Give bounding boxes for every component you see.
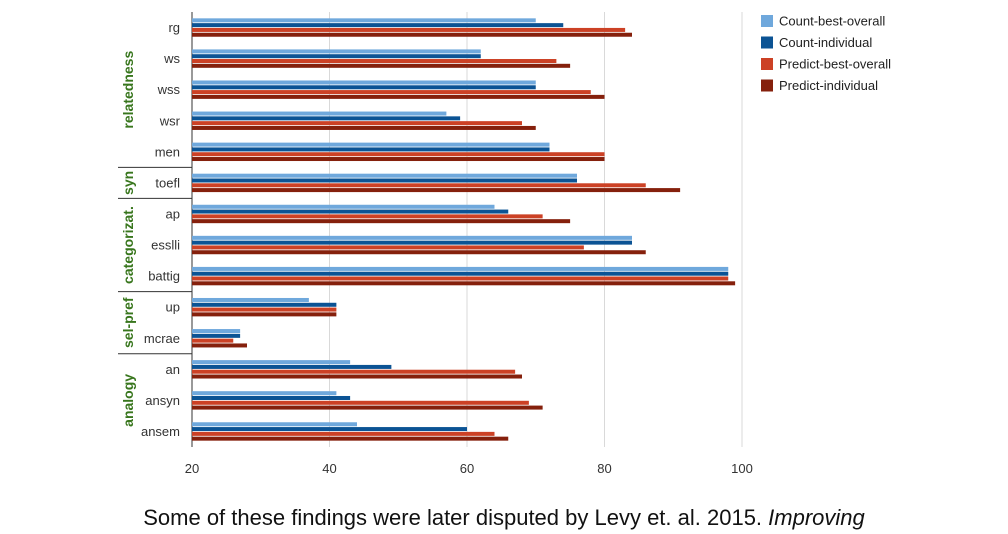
bar-rg-predict-best-overall [192, 27, 626, 32]
slide-caption: Some of these findings were later disput… [0, 505, 1008, 531]
bar-ap-count-individual [192, 209, 509, 214]
bar-rg-count-individual [192, 23, 564, 28]
bar-mcrae-predict-individual [192, 343, 247, 348]
x-tick-label: 20 [185, 461, 199, 476]
caption-text: Some of these findings were later disput… [143, 505, 769, 530]
category-label-rg: rg [168, 20, 180, 35]
bar-rg-predict-individual [192, 32, 632, 37]
legend-swatch [761, 36, 773, 49]
group-label-1: syn [120, 171, 136, 195]
category-label-ansem: ansem [141, 424, 180, 439]
bar-rg-count-best-overall [192, 18, 536, 23]
bar-ansem-predict-best-overall [192, 431, 495, 436]
bar-up-predict-individual [192, 312, 337, 317]
bars [192, 18, 736, 441]
legend-label: Count-best-overall [779, 14, 885, 29]
bar-an-count-individual [192, 364, 392, 369]
x-tick-label: 80 [597, 461, 611, 476]
bar-wss-count-individual [192, 85, 536, 90]
bar-wsr-predict-best-overall [192, 121, 522, 126]
bar-an-predict-best-overall [192, 369, 516, 374]
legend-label: Predict-individual [779, 78, 878, 93]
gridlines [191, 12, 743, 447]
bar-battig-predict-individual [192, 281, 736, 286]
group-label-4: analogy [120, 374, 136, 427]
bar-esslli-predict-individual [192, 250, 646, 255]
x-tick-label: 100 [731, 461, 753, 476]
bar-chart: rg ws wss wsr men toefl ap esslli battig up mcrae a… [118, 12, 891, 476]
category-label-ansyn: ansyn [145, 393, 180, 408]
group-label-3: sel-pref [120, 297, 136, 348]
category-label-ws: ws [163, 51, 180, 66]
bar-ansyn-predict-best-overall [192, 400, 529, 405]
bar-ws-predict-best-overall [192, 59, 557, 64]
bar-ansem-count-best-overall [192, 422, 357, 427]
bar-wsr-count-individual [192, 116, 461, 121]
category-label-wss: wss [157, 82, 181, 97]
legend-swatch [761, 58, 773, 70]
bar-ws-count-individual [192, 54, 481, 59]
category-label-ap: ap [166, 206, 180, 221]
legend: Count-best-overall Count-individual Predic… [761, 14, 891, 93]
bar-up-count-best-overall [192, 297, 309, 302]
bar-an-predict-individual [192, 374, 522, 379]
bar-battig-count-best-overall [192, 266, 729, 271]
bar-toefl-predict-best-overall [192, 183, 646, 188]
bar-wss-predict-best-overall [192, 90, 591, 95]
bar-wss-count-best-overall [192, 80, 536, 85]
bar-ansyn-predict-individual [192, 405, 543, 410]
bar-up-predict-best-overall [192, 307, 337, 312]
category-label-wsr: wsr [159, 113, 181, 128]
category-label-men: men [155, 144, 180, 159]
group-dividers [118, 166, 192, 355]
bar-ws-predict-individual [192, 63, 571, 68]
group-labels: relatedness syn categorizat. sel-pref analog… [120, 51, 136, 427]
bar-mcrae-predict-best-overall [192, 338, 234, 343]
bar-wsr-predict-individual [192, 125, 536, 130]
bar-mcrae-count-best-overall [192, 329, 241, 334]
category-label-battig: battig [148, 269, 180, 284]
bar-esslli-count-best-overall [192, 235, 632, 240]
category-label-esslli: esslli [151, 238, 180, 253]
bar-up-count-individual [192, 302, 337, 307]
bar-ap-count-best-overall [192, 204, 495, 209]
bar-toefl-predict-individual [192, 188, 681, 193]
bar-battig-predict-best-overall [192, 276, 729, 281]
bar-esslli-predict-best-overall [192, 245, 584, 250]
category-label-toefl: toefl [155, 175, 180, 190]
legend-swatch [761, 79, 773, 92]
x-tick-label: 40 [322, 461, 336, 476]
bar-men-predict-best-overall [192, 152, 605, 157]
bar-men-count-individual [192, 147, 550, 152]
category-label-mcrae: mcrae [144, 331, 180, 346]
bar-ansyn-count-individual [192, 395, 351, 400]
bar-wsr-count-best-overall [192, 111, 447, 116]
bar-ansyn-count-best-overall [192, 391, 337, 396]
group-label-2: categorizat. [120, 206, 136, 284]
bar-mcrae-count-individual [192, 333, 241, 338]
bar-ap-predict-individual [192, 219, 571, 224]
category-labels: rg ws wss wsr men toefl ap esslli battig up mcrae a… [141, 20, 181, 439]
bar-ws-count-best-overall [192, 49, 481, 54]
bar-toefl-count-individual [192, 178, 577, 183]
x-tick-labels: 20 40 60 80 100 [185, 461, 753, 476]
bar-an-count-best-overall [192, 360, 351, 365]
group-label-0: relatedness [120, 51, 136, 129]
bar-battig-count-individual [192, 271, 729, 276]
legend-label: Count-individual [779, 35, 872, 50]
category-label-up: up [166, 300, 180, 315]
bar-ap-predict-best-overall [192, 214, 543, 219]
bar-men-predict-individual [192, 157, 605, 162]
legend-swatch [761, 15, 773, 27]
bar-toefl-count-best-overall [192, 173, 577, 178]
bar-men-count-best-overall [192, 142, 550, 147]
category-label-an: an [166, 362, 180, 377]
legend-label: Predict-best-overall [779, 57, 891, 72]
bar-ansem-count-individual [192, 427, 467, 432]
caption-italic: Improving [768, 505, 865, 530]
x-tick-label: 60 [460, 461, 474, 476]
bar-esslli-count-individual [192, 240, 632, 245]
bar-ansem-predict-individual [192, 436, 509, 441]
bar-wss-predict-individual [192, 94, 605, 99]
